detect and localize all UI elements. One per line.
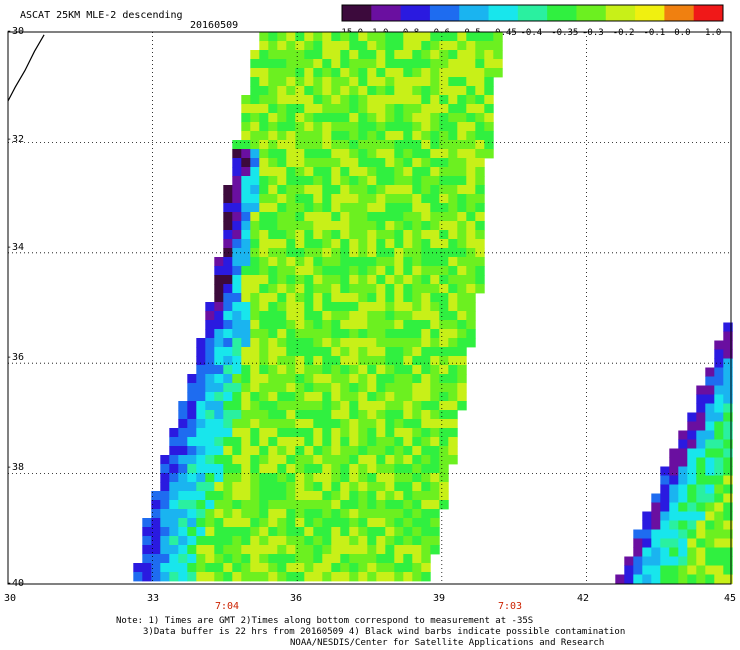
map-date: 20160509	[190, 20, 239, 31]
colorbar-label: -0.3	[582, 28, 604, 38]
colorbar-border	[341, 4, 724, 22]
lon-label: 39	[433, 593, 446, 604]
colorbar-label: -0.2	[612, 28, 635, 38]
colorbar-swatch	[517, 5, 548, 21]
footer-note-line1: Note: 1) Times are GMT 2)Times along bot…	[116, 616, 534, 626]
lon-label: 30	[4, 593, 17, 604]
lat-label: -40	[6, 578, 25, 589]
footer-note-line3: NOAA/NESDIS/Center for Satellite Applica…	[290, 638, 605, 648]
colorbar-label: -0.35	[551, 28, 579, 38]
colorbar-swatch	[429, 5, 460, 21]
time-label: 7:04	[215, 601, 240, 612]
colorbar-swatch	[488, 5, 519, 21]
map-frame	[7, 31, 732, 585]
lat-label: -38	[6, 462, 25, 473]
lat-label: -30	[6, 26, 25, 37]
lon-label: 45	[724, 593, 737, 604]
east-swath	[615, 322, 733, 584]
colorbar-label: -0.1	[643, 28, 666, 38]
map-grid	[8, 32, 731, 584]
map-title: ASCAT 25KM MLE-2 descending	[20, 10, 183, 21]
colorbar-swatch	[547, 5, 577, 21]
colorbar-swatch	[635, 5, 665, 21]
colorbar-label: -0.45	[489, 28, 517, 38]
coastline	[7, 34, 45, 102]
colorbar-swatch	[576, 5, 607, 21]
lat-label: -36	[6, 352, 25, 363]
time-label: 7:03	[498, 601, 523, 612]
colorbar	[341, 4, 724, 22]
colorbar-label: 0.0	[674, 28, 691, 38]
colorbar-swatch	[342, 5, 372, 21]
lat-label: -32	[6, 134, 25, 145]
colorbar-label: 1.0	[705, 28, 722, 38]
colorbar-swatch	[693, 5, 724, 21]
lat-label: -34	[6, 242, 25, 253]
colorbar-label: -0.4	[520, 28, 543, 38]
colorbar-swatch	[605, 5, 636, 21]
main-swath	[133, 32, 503, 582]
colorbar-swatch	[664, 5, 695, 21]
lon-label: 36	[290, 593, 303, 604]
lon-label: 42	[577, 593, 590, 604]
footer-note-line2: 3)Data buffer is 22 hrs from 20160509 4)…	[143, 627, 626, 637]
colorbar-swatch	[400, 5, 431, 21]
lon-label: 33	[147, 593, 160, 604]
colorbar-swatch	[459, 5, 490, 21]
colorbar-swatch	[371, 5, 402, 21]
